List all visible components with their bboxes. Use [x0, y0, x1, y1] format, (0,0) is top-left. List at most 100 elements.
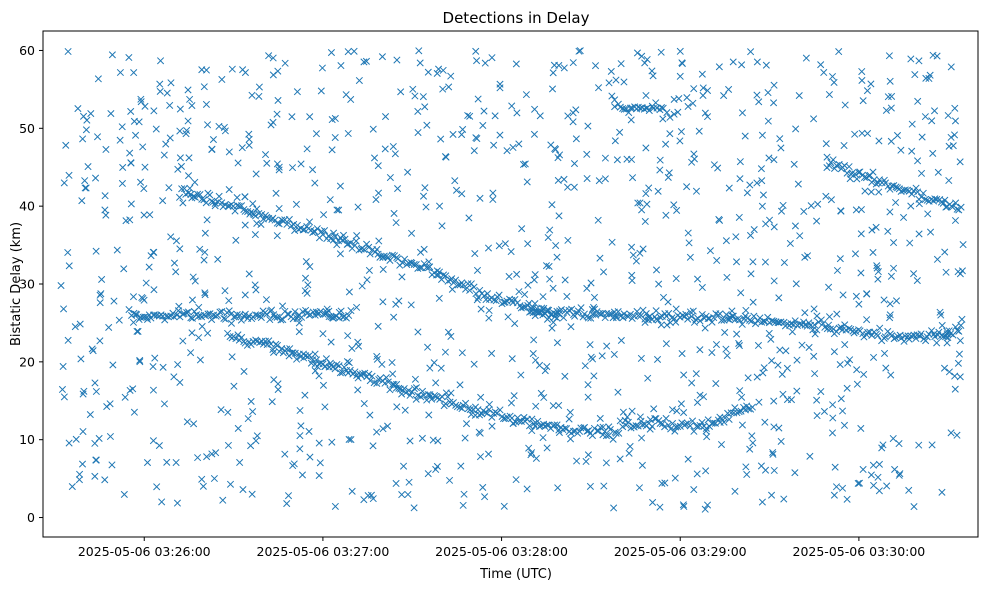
detection-point	[616, 128, 624, 136]
detection-point	[305, 218, 314, 226]
track-detection-point	[953, 326, 961, 335]
detection-point	[851, 130, 859, 138]
detection-point	[810, 305, 818, 313]
detection-point	[251, 231, 259, 239]
track-detection-point	[619, 423, 627, 431]
detection-point	[218, 75, 226, 84]
detection-point	[244, 415, 252, 423]
detection-point	[484, 244, 493, 252]
track-detection-point	[717, 316, 726, 324]
detection-point	[676, 72, 684, 80]
track-detection-point	[395, 384, 403, 392]
detection-point	[942, 268, 950, 276]
detection-point	[249, 407, 257, 416]
track-detection-point	[813, 326, 821, 334]
detection-point	[239, 486, 247, 494]
detection-point	[775, 294, 783, 302]
detection-point	[116, 68, 124, 77]
track-detection-point	[626, 310, 634, 318]
detection-point	[770, 156, 778, 164]
detection-point	[820, 68, 828, 77]
detection-point	[130, 408, 138, 416]
detection-point	[204, 329, 212, 337]
detection-point	[79, 112, 88, 120]
track-detection-point	[208, 315, 216, 324]
detection-point	[442, 153, 450, 161]
track-detection-point	[686, 422, 694, 430]
detection-point	[553, 253, 561, 261]
detection-point	[167, 233, 175, 241]
detection-point	[255, 92, 263, 100]
detection-point	[601, 154, 609, 162]
track-detection-point	[727, 409, 735, 417]
detection-point	[542, 262, 551, 270]
detection-point	[767, 335, 775, 343]
detection-point	[827, 196, 835, 204]
detection-point	[941, 248, 949, 256]
detection-point	[569, 118, 577, 126]
detection-point	[253, 219, 261, 227]
detection-point	[113, 246, 121, 254]
detection-point	[95, 434, 103, 442]
detection-point	[636, 199, 644, 207]
detection-point	[601, 175, 609, 183]
detection-point	[328, 116, 336, 124]
detection-point	[873, 262, 881, 270]
detection-point	[333, 206, 341, 214]
detection-point	[632, 257, 640, 265]
detection-point	[693, 275, 702, 283]
track-detection-point	[328, 313, 337, 321]
track-detection-point	[333, 360, 341, 369]
detection-point	[790, 160, 798, 168]
detection-point	[472, 47, 480, 55]
track-detection-point	[824, 321, 833, 329]
detection-point	[92, 387, 100, 396]
detection-point	[136, 356, 144, 364]
detection-point	[702, 427, 710, 435]
detection-point	[584, 451, 592, 459]
track-detection-point	[525, 422, 534, 430]
track-detection-point	[761, 318, 769, 326]
detection-point	[914, 157, 922, 165]
detection-point	[76, 320, 84, 328]
detection-point	[755, 398, 763, 406]
detection-point	[283, 500, 291, 508]
detection-point	[910, 503, 918, 511]
detection-point	[602, 459, 610, 467]
detection-point	[933, 255, 942, 263]
detection-point	[418, 434, 426, 442]
detection-point	[316, 459, 324, 467]
detection-point	[825, 283, 833, 291]
detection-point	[735, 339, 743, 347]
detection-point	[829, 401, 837, 409]
track-detection-point	[686, 308, 694, 316]
track-detection-point	[189, 192, 198, 201]
detection-point	[886, 314, 894, 322]
detection-point	[378, 360, 386, 368]
detection-point	[416, 59, 424, 67]
detection-point	[844, 359, 852, 367]
track-detection-point	[388, 251, 397, 259]
detection-point	[203, 453, 211, 461]
track-detection-point	[682, 420, 690, 428]
detection-point	[659, 115, 667, 123]
track-detection-point	[901, 332, 909, 340]
track-detection-point	[599, 423, 607, 431]
detection-point	[777, 144, 785, 152]
detection-point	[811, 330, 819, 338]
detection-point	[779, 390, 787, 398]
track-detection-point	[380, 252, 388, 260]
detection-point	[289, 462, 297, 470]
detection-point	[392, 219, 400, 227]
detection-point	[253, 432, 261, 440]
detection-point	[792, 280, 800, 288]
detection-point	[770, 99, 778, 107]
detection-point	[404, 490, 412, 499]
detection-point	[915, 57, 923, 65]
track-detection-point	[418, 387, 427, 395]
track-detection-point	[499, 414, 508, 423]
track-detection-point	[708, 318, 716, 326]
detection-point	[626, 442, 634, 450]
track-detection-point	[916, 332, 924, 340]
track-detection-point	[641, 318, 649, 326]
